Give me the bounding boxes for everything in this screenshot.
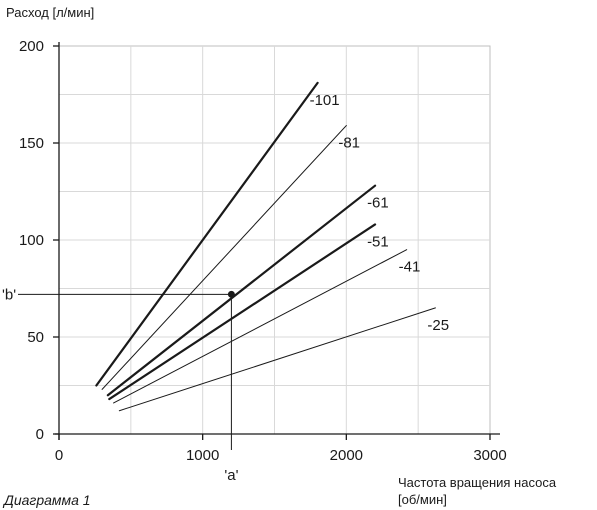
series-label: -81 bbox=[338, 135, 360, 152]
chart-caption: Диаграмма 1 bbox=[4, 492, 91, 508]
series-label: -25 bbox=[427, 317, 449, 334]
y-axis-label: Расход [л/мин] bbox=[6, 5, 95, 20]
marker-y-label: 'b' bbox=[2, 286, 16, 303]
series-label: -101 bbox=[310, 92, 340, 109]
x-tick-label: 0 bbox=[55, 447, 63, 464]
marker-point bbox=[227, 290, 235, 298]
y-tick-label: 100 bbox=[19, 232, 44, 249]
x-axis-label-line2: [об/мин] bbox=[398, 492, 447, 507]
x-axis-label-line1: Частота вращения насоса bbox=[398, 475, 557, 490]
series-line bbox=[118, 307, 436, 412]
series-label: -51 bbox=[367, 233, 389, 250]
y-tick-label: 200 bbox=[19, 38, 44, 55]
y-tick-label: 150 bbox=[19, 135, 44, 152]
marker-x-label: 'a' bbox=[224, 467, 238, 484]
series-label: -61 bbox=[367, 195, 389, 212]
x-tick-label: 1000 bbox=[186, 447, 219, 464]
series-line bbox=[108, 223, 377, 401]
series-label: -41 bbox=[399, 259, 421, 276]
x-tick-label: 3000 bbox=[473, 447, 506, 464]
y-tick-label: 0 bbox=[36, 426, 44, 443]
series-line bbox=[95, 81, 319, 387]
x-axis-label: Частота вращения насоса [об/мин] bbox=[398, 474, 594, 508]
series-line bbox=[101, 125, 347, 390]
y-tick-label: 50 bbox=[27, 329, 44, 346]
series-line bbox=[113, 249, 408, 404]
x-tick-label: 2000 bbox=[330, 447, 363, 464]
series-line bbox=[106, 184, 377, 397]
